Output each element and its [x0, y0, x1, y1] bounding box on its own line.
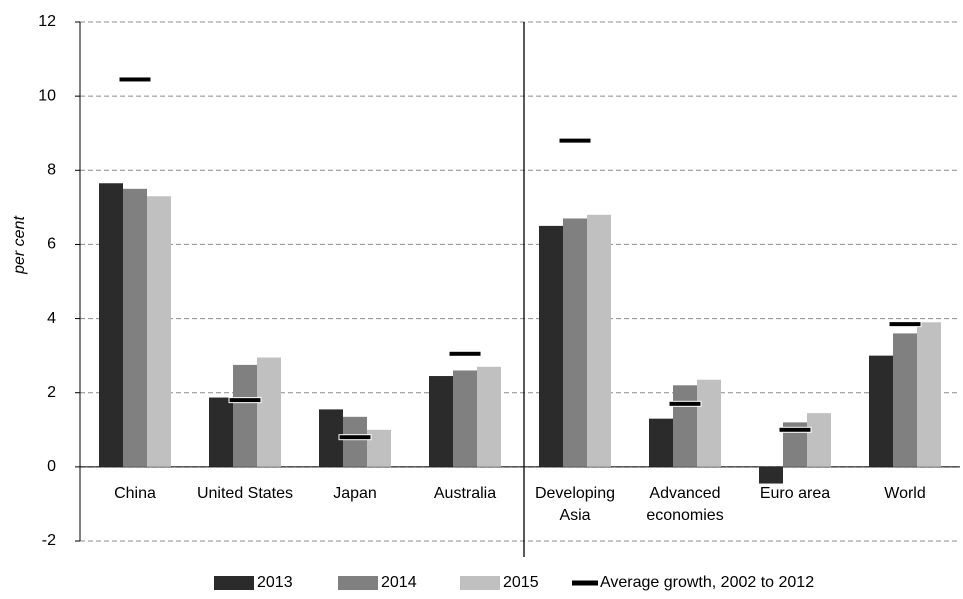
- bar: [453, 370, 477, 467]
- y-tick-label: 4: [47, 310, 56, 327]
- bar: [147, 196, 171, 467]
- y-tick-label: 6: [47, 236, 56, 253]
- average-marker: [338, 434, 372, 441]
- x-tick-label: Advanced economies: [646, 485, 724, 524]
- legend-label: Average growth, 2002 to 2012: [600, 574, 814, 591]
- x-tick-label: Developing Asia: [534, 485, 616, 524]
- bar: [649, 418, 673, 467]
- average-marker: [228, 397, 262, 404]
- x-tick-label: United States: [196, 485, 294, 502]
- average-marker: [118, 76, 152, 83]
- average-marker: [668, 400, 702, 407]
- x-tick-label: Japan: [333, 485, 377, 502]
- bar: [673, 385, 697, 467]
- y-tick-label: 12: [38, 13, 56, 30]
- y-tick-label: -2: [42, 532, 56, 549]
- bar: [697, 379, 721, 467]
- bar: [123, 188, 147, 467]
- average-marker: [448, 350, 482, 357]
- bar: [539, 225, 563, 467]
- legend-swatch: [460, 576, 500, 590]
- bar: [209, 397, 233, 467]
- average-marker: [888, 321, 922, 328]
- legend-label: 2015: [503, 574, 539, 591]
- bar: [233, 364, 257, 467]
- bar: [429, 376, 453, 467]
- y-tick-label: 10: [38, 87, 56, 104]
- legend-swatch: [572, 580, 598, 586]
- y-tick-label: 0: [47, 458, 56, 475]
- bar: [893, 333, 917, 467]
- legend-swatch: [338, 576, 378, 590]
- bar: [477, 366, 501, 467]
- bar: [563, 218, 587, 467]
- bar: [917, 322, 941, 467]
- average-marker: [778, 426, 812, 433]
- x-tick-label: China: [114, 485, 156, 502]
- legend-label: 2014: [381, 574, 417, 591]
- bar: [257, 357, 281, 467]
- y-axis-label: per cent: [11, 216, 28, 275]
- bar: [343, 416, 367, 467]
- x-tick-label: Euro area: [759, 485, 831, 502]
- x-tick-label: Australia: [433, 485, 497, 502]
- legend-swatch: [214, 576, 254, 590]
- legend-label: 2013: [257, 574, 293, 591]
- bar: [587, 214, 611, 467]
- bar: [99, 183, 123, 467]
- bar: [807, 413, 831, 467]
- x-tick-label: World: [884, 485, 926, 502]
- average-marker: [558, 137, 592, 144]
- bar: [869, 355, 893, 467]
- y-tick-label: 8: [47, 162, 56, 179]
- bar: [759, 466, 783, 484]
- y-tick-label: 2: [47, 384, 56, 401]
